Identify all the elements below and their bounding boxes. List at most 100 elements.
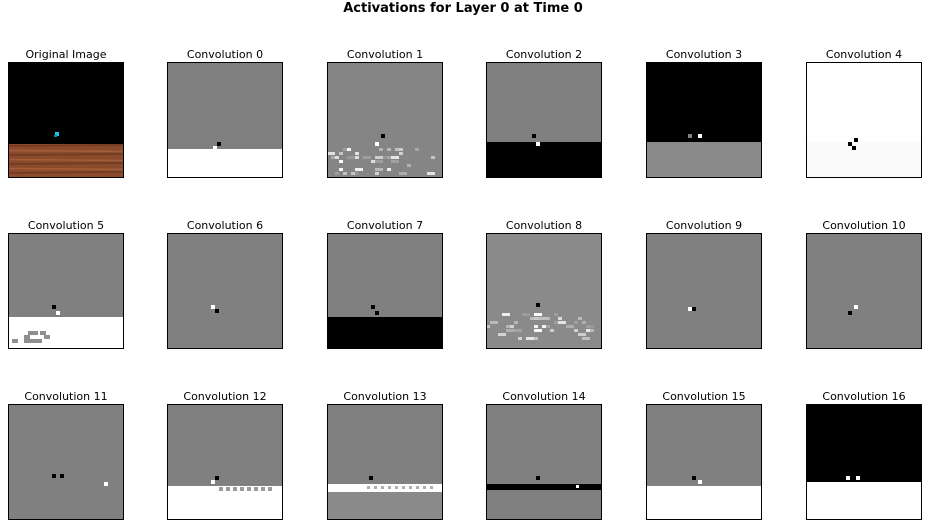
activation-lower [806,482,922,520]
panel-title: Convolution 13 [343,390,427,403]
noise-cell [339,152,343,155]
panel-title: Convolution 12 [183,390,267,403]
noise-cell [339,168,343,171]
activation-panel: Convolution 8 [486,218,602,350]
activation-blob [375,142,379,146]
noise-cell [268,487,272,491]
original-image [8,62,124,178]
noise-cell [343,148,347,151]
activation-map [167,62,283,178]
noise-cell [490,321,498,324]
panel-frame [8,233,124,349]
noise-cell [514,329,522,332]
panel-title: Convolution 3 [665,48,743,61]
activation-lower [167,313,283,349]
activation-panel: Convolution 2 [486,47,602,179]
noise-cell [347,156,355,159]
panel-title: Convolution 10 [822,219,906,232]
activation-upper [646,404,762,486]
noise-cell [363,156,371,159]
noise-cell [391,156,399,159]
activation-lower [646,486,762,520]
activation-blob [213,146,217,150]
panel-title: Convolution 5 [27,219,105,232]
activation-lower [167,486,283,520]
noise-cell [409,486,412,489]
activation-map [8,404,124,520]
noise-cell [371,160,375,163]
noise-cell [375,160,383,163]
panel-frame [486,233,602,349]
noise-cell [399,172,407,175]
noise-cell [582,321,586,324]
activation-blob [215,309,219,313]
noise-cell [327,152,335,155]
activation-blob [371,305,375,309]
activation-blob [532,134,536,138]
activation-map [167,404,283,520]
activation-lower [646,142,762,178]
activation-blob [856,476,860,480]
noise-cell [546,317,550,320]
noise-cell [351,172,355,175]
panel-frame [167,62,283,178]
activation-upper [167,62,283,149]
noise-cell [534,325,538,328]
wood-grain [8,149,124,153]
noise-cell [402,486,405,489]
noise-cell [534,317,538,320]
noise-cell [388,486,391,489]
noise-cell [586,325,590,328]
panel-frame [646,404,762,520]
activation-blob [52,305,56,309]
activation-map [806,404,922,520]
activation-blob [688,134,692,138]
panel-title: Convolution 8 [505,219,583,232]
activation-upper [486,233,602,313]
agent-sprite [55,132,59,136]
panel-frame [167,404,283,520]
noise-cell [558,317,562,320]
panel-title: Convolution 6 [186,219,264,232]
activation-panel: Convolution 6 [167,218,283,350]
activation-panel: Convolution 1 [327,47,443,179]
panel-title: Convolution 4 [825,48,903,61]
activation-blob [217,142,221,146]
noise-cell [590,325,594,328]
activation-panel: Convolution 15 [646,389,762,521]
noise-cell [518,337,522,340]
activation-blob [846,476,850,480]
noise-cell [374,486,377,489]
noise-cell [514,321,518,324]
activation-map [806,233,922,349]
activation-blob [381,134,385,138]
noise-cell [381,486,384,489]
noise-cell [219,487,223,491]
activation-upper [806,233,922,311]
activation-map [646,233,762,349]
wood-grain [8,153,124,156]
noise-cell [566,325,574,328]
activation-map [486,404,602,520]
noise-cell [554,313,558,316]
activation-blob [852,146,856,150]
noise-cell [576,485,579,488]
noise-cell [415,148,419,151]
noise-cell [431,156,435,159]
sky-region [8,62,124,144]
panel-title: Convolution 2 [505,48,583,61]
activation-lower [167,149,283,178]
noise-cell [407,164,411,167]
noise-cell [395,148,399,151]
activation-lower [327,317,443,349]
agent-sprite-shadow [54,135,57,137]
activation-panel: Convolution 10 [806,218,922,350]
noise-cell [339,160,343,163]
noise-cell [254,487,258,491]
activation-map [8,233,124,349]
activation-upper [167,233,283,313]
activation-blob [854,138,858,142]
activation-blob [215,476,219,480]
noise-cell [510,325,514,328]
wood-grain [8,144,124,147]
